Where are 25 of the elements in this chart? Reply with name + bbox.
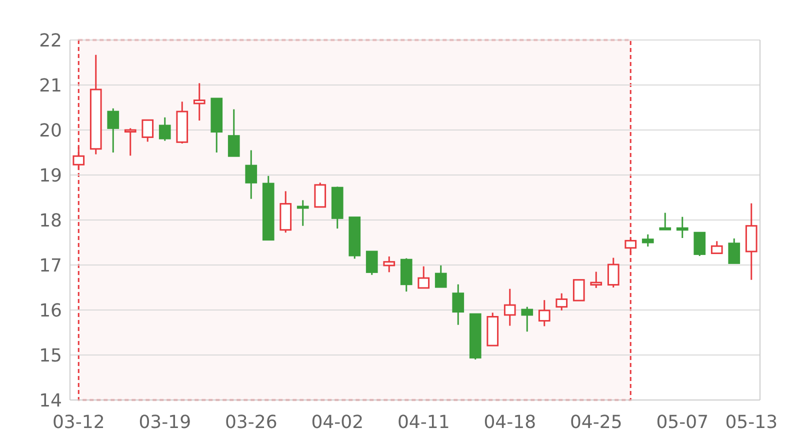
candlestick — [745, 202, 758, 281]
x-tick-label: 04-18 — [484, 412, 536, 433]
x-tick-label: 05-07 — [656, 412, 709, 433]
y-tick-label: 18 — [39, 210, 62, 232]
x-tick-label: 03-19 — [138, 412, 192, 433]
candlestick — [193, 82, 206, 122]
y-tick-label: 20 — [39, 120, 62, 142]
y-tick-label: 21 — [39, 75, 62, 96]
x-tick-label: 03-26 — [224, 412, 278, 433]
x-tick-label: 04-25 — [570, 412, 622, 433]
y-tick-label: 14 — [39, 390, 62, 412]
x-tick-label: 04-02 — [311, 412, 364, 433]
candlestick — [245, 150, 258, 200]
x-tick-label: 05-13 — [725, 412, 778, 433]
candlestick — [90, 54, 102, 156]
candlestick — [504, 288, 516, 326]
y-tick-label: 16 — [39, 300, 62, 322]
y-tick-label: 19 — [39, 165, 62, 186]
y-tick-label: 17 — [39, 255, 62, 276]
y-tick-label: 22 — [39, 30, 62, 52]
x-tick-label: 04-11 — [397, 412, 450, 433]
candlestick — [296, 199, 309, 227]
y-tick-label: 15 — [39, 345, 62, 366]
x-tick-label: 03-12 — [52, 412, 105, 433]
candlestick — [676, 216, 688, 239]
